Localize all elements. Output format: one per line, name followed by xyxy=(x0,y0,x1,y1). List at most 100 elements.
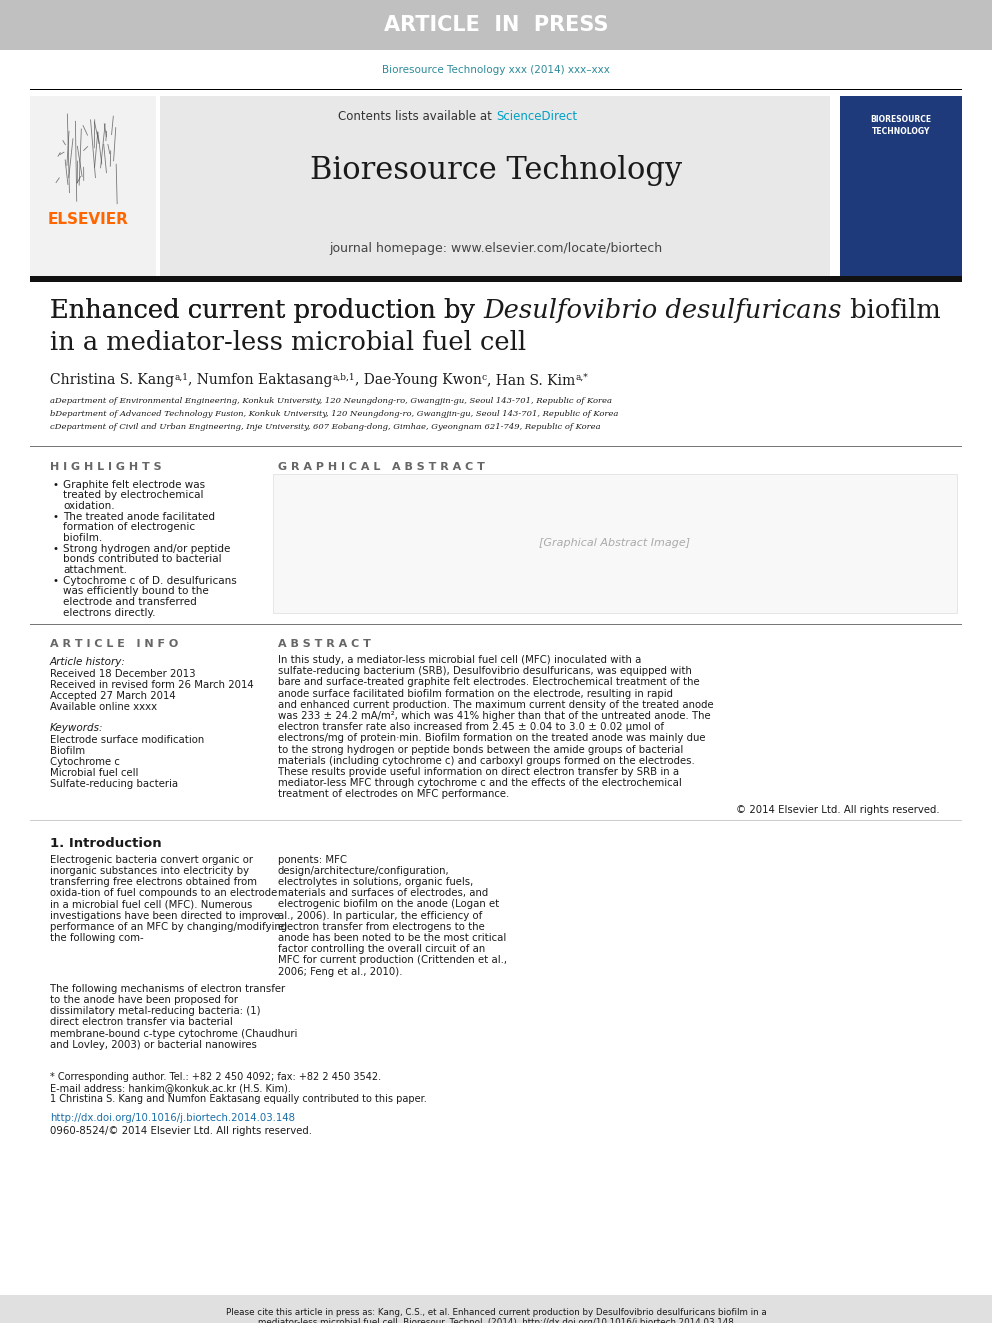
Text: Biofilm: Biofilm xyxy=(50,746,85,755)
Text: journal homepage: www.elsevier.com/locate/biortech: journal homepage: www.elsevier.com/locat… xyxy=(329,242,663,255)
Text: ARTICLE  IN  PRESS: ARTICLE IN PRESS xyxy=(384,15,608,34)
Text: ponents: MFC: ponents: MFC xyxy=(278,855,347,865)
Text: Desulfovibrio desulfuricans: Desulfovibrio desulfuricans xyxy=(483,298,842,323)
Text: al., 2006). In particular, the efficiency of: al., 2006). In particular, the efficienc… xyxy=(278,910,482,921)
Text: Electrogenic bacteria convert organic or: Electrogenic bacteria convert organic or xyxy=(50,855,253,865)
Text: electron transfer rate also increased from 2.45 ± 0.04 to 3.0 ± 0.02 μmol of: electron transfer rate also increased fr… xyxy=(278,722,664,732)
Text: sulfate-reducing bacterium (SRB), Desulfovibrio desulfuricans, was equipped with: sulfate-reducing bacterium (SRB), Desulf… xyxy=(278,667,691,676)
Text: electrolytes in solutions, organic fuels,: electrolytes in solutions, organic fuels… xyxy=(278,877,473,886)
Text: materials and surfaces of electrodes, and: materials and surfaces of electrodes, an… xyxy=(278,888,488,898)
Text: Electrode surface modification: Electrode surface modification xyxy=(50,736,204,745)
Text: Cytochrome c: Cytochrome c xyxy=(50,757,120,767)
Bar xyxy=(30,277,962,282)
Text: was 233 ± 24.2 mA/m², which was 41% higher than that of the untreated anode. The: was 233 ± 24.2 mA/m², which was 41% high… xyxy=(278,710,710,721)
Text: © 2014 Elsevier Ltd. All rights reserved.: © 2014 Elsevier Ltd. All rights reserved… xyxy=(736,804,940,815)
Text: bare and surface-treated graphite felt electrodes. Electrochemical treatment of : bare and surface-treated graphite felt e… xyxy=(278,677,699,688)
Text: MFC for current production (Crittenden et al.,: MFC for current production (Crittenden e… xyxy=(278,955,507,966)
Text: In this study, a mediator-less microbial fuel cell (MFC) inoculated with a: In this study, a mediator-less microbial… xyxy=(278,655,642,665)
Text: investigations have been directed to improve: investigations have been directed to imp… xyxy=(50,910,280,921)
Text: •: • xyxy=(52,544,58,554)
Text: •: • xyxy=(52,576,58,586)
Bar xyxy=(30,97,156,278)
Text: c: c xyxy=(482,373,487,382)
Text: The following mechanisms of electron transfer: The following mechanisms of electron tra… xyxy=(50,984,285,994)
Text: direct electron transfer via bacterial: direct electron transfer via bacterial xyxy=(50,1017,233,1028)
Text: , Han S. Kim: , Han S. Kim xyxy=(487,373,575,388)
Text: treated by electrochemical: treated by electrochemical xyxy=(63,491,203,500)
Text: electrons/mg of protein·min. Biofilm formation on the treated anode was mainly d: electrons/mg of protein·min. Biofilm for… xyxy=(278,733,705,744)
Text: to the anode have been proposed for: to the anode have been proposed for xyxy=(50,995,238,1005)
Text: Sulfate-reducing bacteria: Sulfate-reducing bacteria xyxy=(50,779,179,789)
Text: oxidation.: oxidation. xyxy=(63,501,115,511)
Bar xyxy=(840,97,962,278)
Text: A B S T R A C T: A B S T R A C T xyxy=(278,639,371,650)
Text: Microbial fuel cell: Microbial fuel cell xyxy=(50,767,138,778)
Text: The treated anode facilitated: The treated anode facilitated xyxy=(63,512,215,523)
Bar xyxy=(273,474,957,613)
Text: mediator-less microbial fuel cell. Bioresour. Technol. (2014), http://dx.doi.org: mediator-less microbial fuel cell. Biore… xyxy=(258,1318,734,1323)
Text: bDepartment of Advanced Technology Fusion, Konkuk University, 120 Neungdong-ro, : bDepartment of Advanced Technology Fusio… xyxy=(50,410,618,418)
Text: Strong hydrogen and/or peptide: Strong hydrogen and/or peptide xyxy=(63,544,230,554)
Text: http://dx.doi.org/10.1016/j.biortech.2014.03.148: http://dx.doi.org/10.1016/j.biortech.201… xyxy=(50,1113,295,1123)
Text: •: • xyxy=(52,512,58,523)
Text: membrane-bound c-type cytochrome (Chaudhuri: membrane-bound c-type cytochrome (Chaudh… xyxy=(50,1028,298,1039)
Text: 1 Christina S. Kang and Numfon Eaktasang equally contributed to this paper.: 1 Christina S. Kang and Numfon Eaktasang… xyxy=(50,1094,427,1103)
Bar xyxy=(0,0,992,50)
Text: Bioresource Technology: Bioresource Technology xyxy=(310,155,682,187)
Text: was efficiently bound to the: was efficiently bound to the xyxy=(63,586,208,597)
Text: ScienceDirect: ScienceDirect xyxy=(496,110,577,123)
Text: Please cite this article in press as: Kang, C.S., et al. Enhanced current produc: Please cite this article in press as: Ka… xyxy=(225,1308,767,1316)
Text: Contents lists available at: Contents lists available at xyxy=(338,110,496,123)
Text: 0960-8524/© 2014 Elsevier Ltd. All rights reserved.: 0960-8524/© 2014 Elsevier Ltd. All right… xyxy=(50,1126,312,1136)
Bar xyxy=(160,97,830,278)
Text: inorganic substances into electricity by: inorganic substances into electricity by xyxy=(50,865,249,876)
Text: Accepted 27 March 2014: Accepted 27 March 2014 xyxy=(50,691,176,701)
Text: Received in revised form 26 March 2014: Received in revised form 26 March 2014 xyxy=(50,680,254,691)
Text: electrogenic biofilm on the anode (Logan et: electrogenic biofilm on the anode (Logan… xyxy=(278,900,499,909)
Text: Keywords:: Keywords: xyxy=(50,722,103,733)
Text: electrons directly.: electrons directly. xyxy=(63,607,156,618)
Text: Christina S. Kang: Christina S. Kang xyxy=(50,373,175,388)
Text: These results provide useful information on direct electron transfer by SRB in a: These results provide useful information… xyxy=(278,767,680,777)
Text: * Corresponding author. Tel.: +82 2 450 4092; fax: +82 2 450 3542.: * Corresponding author. Tel.: +82 2 450 … xyxy=(50,1072,381,1082)
Text: and enhanced current production. The maximum current density of the treated anod: and enhanced current production. The max… xyxy=(278,700,713,710)
Text: Bioresource Technology xxx (2014) xxx–xxx: Bioresource Technology xxx (2014) xxx–xx… xyxy=(382,65,610,75)
Text: bonds contributed to bacterial: bonds contributed to bacterial xyxy=(63,554,221,565)
Text: treatment of electrodes on MFC performance.: treatment of electrodes on MFC performan… xyxy=(278,790,509,799)
Text: , Numfon Eaktasang: , Numfon Eaktasang xyxy=(188,373,332,388)
Text: [Graphical Abstract Image]: [Graphical Abstract Image] xyxy=(540,538,690,549)
Text: performance of an MFC by changing/modifying: performance of an MFC by changing/modify… xyxy=(50,922,287,931)
Text: ELSEVIER: ELSEVIER xyxy=(48,213,128,228)
Text: Available online xxxx: Available online xxxx xyxy=(50,703,157,712)
Bar xyxy=(30,89,962,90)
Text: mediator-less MFC through cytochrome c and the effects of the electrochemical: mediator-less MFC through cytochrome c a… xyxy=(278,778,682,789)
Text: a,1: a,1 xyxy=(175,373,188,382)
Text: formation of electrogenic: formation of electrogenic xyxy=(63,523,195,532)
Text: in a microbial fuel cell (MFC). Numerous: in a microbial fuel cell (MFC). Numerous xyxy=(50,900,252,909)
Text: the following com-: the following com- xyxy=(50,933,144,943)
Text: aDepartment of Environmental Engineering, Konkuk University, 120 Neungdong-ro, G: aDepartment of Environmental Engineering… xyxy=(50,397,612,405)
Text: 1. Introduction: 1. Introduction xyxy=(50,836,162,849)
Text: H I G H L I G H T S: H I G H L I G H T S xyxy=(50,462,162,472)
Text: Graphite felt electrode was: Graphite felt electrode was xyxy=(63,480,205,490)
Text: electron transfer from electrogens to the: electron transfer from electrogens to th… xyxy=(278,922,485,931)
Text: BIORESOURCE
TECHNOLOGY: BIORESOURCE TECHNOLOGY xyxy=(870,115,931,136)
Bar xyxy=(0,1295,992,1323)
Text: Enhanced current production by: Enhanced current production by xyxy=(50,298,483,323)
Text: E-mail address: hankim@konkuk.ac.kr (H.S. Kim).: E-mail address: hankim@konkuk.ac.kr (H.S… xyxy=(50,1084,291,1093)
Text: attachment.: attachment. xyxy=(63,565,127,576)
Text: in a mediator-less microbial fuel cell: in a mediator-less microbial fuel cell xyxy=(50,329,526,355)
Text: cDepartment of Civil and Urban Engineering, Inje University, 607 Eobang-dong, Gi: cDepartment of Civil and Urban Engineeri… xyxy=(50,423,600,431)
Text: Received 18 December 2013: Received 18 December 2013 xyxy=(50,669,195,679)
Text: biofilm: biofilm xyxy=(842,298,940,323)
Text: anode surface facilitated biofilm formation on the electrode, resulting in rapid: anode surface facilitated biofilm format… xyxy=(278,688,673,699)
Text: 2006; Feng et al., 2010).: 2006; Feng et al., 2010). xyxy=(278,967,403,976)
Text: , Dae-Young Kwon: , Dae-Young Kwon xyxy=(355,373,482,388)
Text: biofilm.: biofilm. xyxy=(63,533,102,542)
Text: A R T I C L E   I N F O: A R T I C L E I N F O xyxy=(50,639,179,650)
Text: electrode and transferred: electrode and transferred xyxy=(63,597,196,607)
Text: materials (including cytochrome c) and carboxyl groups formed on the electrodes.: materials (including cytochrome c) and c… xyxy=(278,755,694,766)
Text: dissimilatory metal-reducing bacteria: (1): dissimilatory metal-reducing bacteria: (… xyxy=(50,1007,261,1016)
Text: transferring free electrons obtained from: transferring free electrons obtained fro… xyxy=(50,877,257,886)
Text: •: • xyxy=(52,480,58,490)
